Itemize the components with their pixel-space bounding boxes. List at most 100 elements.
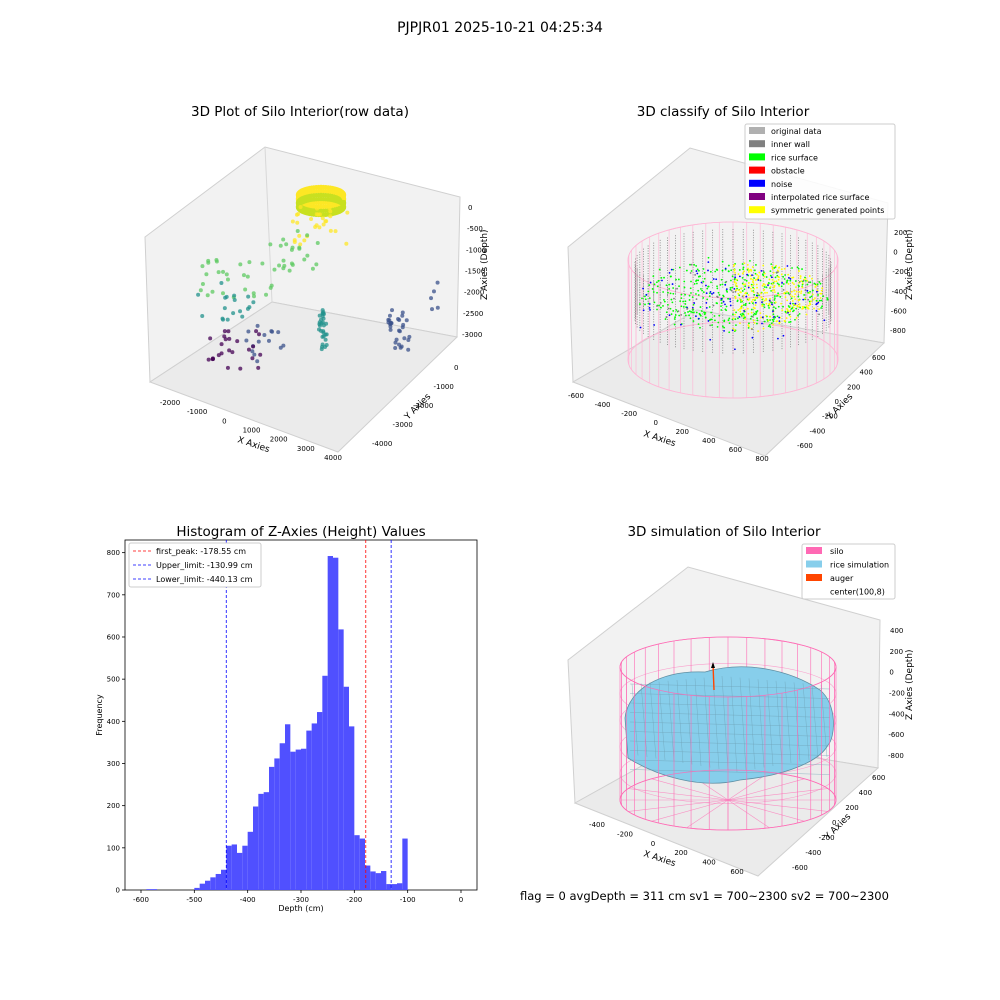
surface-mesh-line: [629, 740, 831, 747]
classified-point: [761, 273, 764, 276]
classified-point: [742, 272, 744, 275]
classified-point: [763, 271, 765, 274]
classified-point: [793, 283, 795, 285]
classified-point: [664, 318, 667, 320]
histogram-bar: [338, 629, 344, 890]
classified-point: [712, 291, 715, 294]
classified-point: [684, 314, 687, 317]
classified-point: [806, 279, 809, 282]
classified-point: [725, 280, 728, 283]
classified-point: [697, 323, 700, 325]
histogram-bar: [375, 873, 381, 890]
raw-data-point: [430, 307, 435, 312]
classified-point: [786, 308, 788, 310]
classified-point: [710, 281, 712, 284]
classified-point: [804, 277, 807, 280]
classified-point: [733, 348, 736, 351]
classified-point: [786, 290, 788, 293]
raw-data-point: [251, 294, 256, 299]
classified-point: [736, 287, 738, 290]
classified-point: [703, 277, 706, 280]
classified-point: [784, 310, 787, 313]
silo-floor-spoke: [686, 799, 729, 828]
classified-point: [759, 312, 762, 315]
raw-data-point: [295, 228, 300, 233]
classify-y-tick-label: 400: [860, 369, 873, 377]
classified-point: [682, 305, 685, 308]
classified-point: [805, 280, 807, 282]
classified-point: [737, 273, 740, 276]
classified-point: [713, 315, 716, 317]
classify-x-tick-label: -200: [621, 410, 637, 418]
raw-data-point: [398, 345, 403, 350]
classified-point: [785, 317, 788, 320]
classified-point: [789, 315, 792, 318]
classified-point: [710, 311, 713, 314]
raw-data-point: [297, 246, 302, 251]
raw-data-point: [208, 336, 213, 341]
classified-point: [727, 270, 730, 273]
raw-data-point: [400, 310, 405, 315]
classified-point: [740, 287, 743, 290]
simulation-legend-swatch: [806, 574, 822, 581]
classified-point: [817, 294, 819, 296]
classified-point: [754, 272, 757, 275]
raw-data-point: [251, 291, 256, 296]
classified-point: [764, 284, 766, 286]
raw-data-point: [255, 323, 260, 328]
classified-point: [735, 324, 737, 326]
classified-point: [709, 292, 711, 295]
classified-point: [734, 290, 737, 293]
classified-point: [792, 306, 795, 309]
raw-data-point: [406, 347, 411, 352]
raw-plot-title: 3D Plot of Silo Interior(row data): [191, 104, 409, 120]
raw-x-tick-label: 1000: [243, 427, 261, 435]
raw-data-point: [298, 205, 303, 210]
classified-point: [742, 315, 745, 317]
classified-point: [807, 291, 810, 294]
classified-point: [742, 283, 745, 286]
raw-data-point: [302, 257, 307, 262]
raw-data-point: [320, 342, 325, 347]
histogram-bar: [274, 758, 280, 890]
surface-mesh-line: [766, 679, 774, 767]
classified-point: [732, 317, 735, 320]
simulation-tick-labels: -400-20002004006006004002000-200-400-600…: [589, 627, 905, 876]
classify-y-tick-label: 200: [847, 383, 860, 391]
raw-data-point: [345, 210, 350, 215]
classified-point: [746, 273, 748, 276]
classify-z-axis-label: Z Axies (Depth): [905, 229, 915, 300]
silo-floor-spoke: [727, 799, 828, 812]
classified-point: [687, 311, 689, 313]
classified-point: [723, 330, 725, 332]
histogram-y-tick-label: 400: [107, 718, 120, 726]
raw-data-point: [314, 262, 319, 267]
classified-point: [738, 275, 741, 278]
raw-data-point: [344, 241, 349, 246]
classified-point: [752, 283, 755, 286]
classified-point: [716, 285, 718, 288]
classified-point: [720, 309, 723, 311]
histogram-bar: [247, 831, 253, 890]
classified-point: [787, 311, 789, 314]
surface-mesh-line: [629, 693, 831, 699]
classified-point: [667, 303, 669, 306]
raw-data-point: [278, 243, 283, 248]
classified-point: [671, 283, 674, 285]
classified-point: [695, 282, 698, 285]
histogram-bar: [194, 887, 200, 890]
classified-point: [777, 278, 780, 281]
classified-point: [820, 307, 823, 309]
raw-data-point: [226, 329, 231, 334]
classified-point: [707, 285, 710, 288]
histogram-y-tick-label: 200: [107, 802, 120, 810]
classified-point: [711, 324, 713, 327]
classified-point: [807, 304, 810, 307]
classified-point: [747, 286, 750, 289]
raw-data-point: [251, 344, 256, 349]
raw-data-point: [320, 320, 325, 325]
classified-point: [707, 320, 710, 322]
surface-mesh-line: [775, 680, 783, 765]
classified-point: [689, 263, 691, 266]
classified-point: [788, 313, 791, 316]
